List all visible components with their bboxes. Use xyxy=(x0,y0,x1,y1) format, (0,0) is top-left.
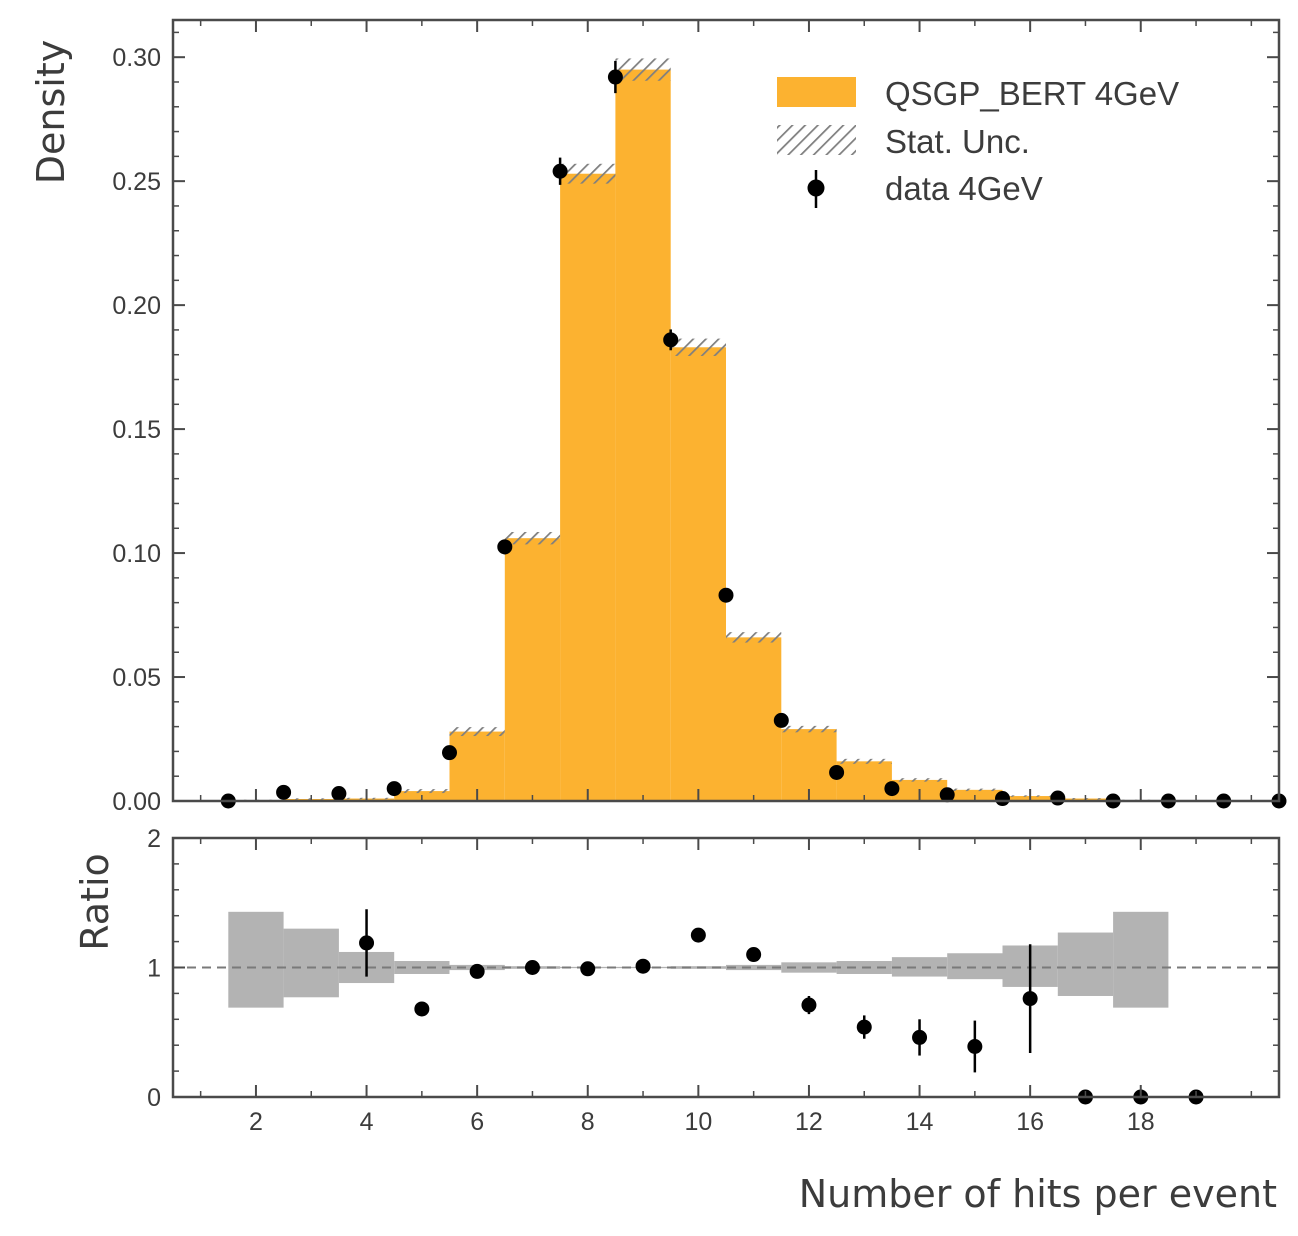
ratio-point xyxy=(414,1001,430,1017)
stat-unc-band xyxy=(891,778,948,782)
legend-label-data: data 4GeV xyxy=(885,170,1043,207)
stat-unc-band xyxy=(394,789,450,794)
ratio-point xyxy=(912,1029,928,1045)
x-tick-label: 2 xyxy=(249,1108,263,1136)
y-tick-label: 0.05 xyxy=(112,664,161,692)
hist-bar xyxy=(726,637,782,801)
stat-unc-band xyxy=(726,632,782,643)
ratio-point xyxy=(856,1019,872,1035)
ratio-point xyxy=(635,958,651,974)
x-axis-title: Number of hits per event xyxy=(799,1172,1277,1216)
legend: QSGP_BERT 4GeV Stat. Unc. data 4GeV xyxy=(777,75,1179,208)
data-point xyxy=(663,332,679,348)
ratio-y-tick-label: 2 xyxy=(147,825,161,853)
ratio-point xyxy=(580,961,596,977)
data-point xyxy=(442,745,457,761)
stat-unc-band xyxy=(670,338,726,356)
stat-unc-band xyxy=(560,163,616,184)
ratio-unc-band xyxy=(283,928,339,998)
stat-unc-band xyxy=(504,531,561,545)
ratio-point xyxy=(1022,991,1038,1007)
data-point xyxy=(331,786,347,802)
ratio-unc-band xyxy=(726,964,782,971)
stat-unc-band xyxy=(449,727,505,737)
data-points-layer xyxy=(220,60,1287,809)
hist-bar xyxy=(560,173,616,801)
y-tick-label: 0.25 xyxy=(112,168,161,196)
ratio-unc-band xyxy=(228,911,284,1008)
stat-unc-band xyxy=(781,725,837,733)
data-point xyxy=(276,784,292,800)
ratio-unc-band xyxy=(947,953,1003,980)
legend-swatch-stat-unc xyxy=(777,125,856,155)
data-point xyxy=(773,712,789,728)
x-tick-label: 6 xyxy=(470,1108,484,1136)
legend-label-qsgp-bert: QSGP_BERT 4GeV xyxy=(885,75,1179,112)
ratio-point xyxy=(359,935,375,951)
x-tick-label: 16 xyxy=(1016,1108,1044,1136)
ratio-point xyxy=(690,927,706,943)
legend-marker-data xyxy=(807,179,825,197)
ratio-unc-band xyxy=(1113,911,1169,1008)
x-tick-label: 10 xyxy=(684,1108,712,1136)
y-tick-label: 0.10 xyxy=(112,540,161,568)
y-tick-label: 0.15 xyxy=(112,416,161,444)
y-tick-label: 0.20 xyxy=(112,292,161,320)
x-tick-label: 12 xyxy=(795,1108,823,1136)
stat-unc-band xyxy=(947,788,1003,792)
ratio-unc-band xyxy=(394,961,450,974)
ratio-point xyxy=(746,947,762,963)
legend-label-stat-unc: Stat. Unc. xyxy=(885,123,1030,160)
x-tick-label: 14 xyxy=(906,1108,934,1136)
data-point xyxy=(552,163,568,179)
main-plot-area: 0.00 0.05 0.10 0.15 0.20 0.25 0.30 Density QSG… xyxy=(29,18,1287,816)
x-tick-label: 4 xyxy=(360,1108,374,1136)
data-point xyxy=(829,764,845,780)
histogram-layer xyxy=(228,69,1169,802)
y-axis-title-ratio: Ratio xyxy=(73,853,117,951)
data-point xyxy=(939,787,955,803)
x-tick-label: 18 xyxy=(1127,1108,1155,1136)
ratio-point xyxy=(801,997,817,1013)
hist-bar xyxy=(836,761,892,801)
data-point xyxy=(718,587,734,603)
ratio-y-tick-label: 0 xyxy=(147,1084,161,1112)
hist-bar xyxy=(615,69,671,802)
ratio-unc-band xyxy=(891,957,948,977)
data-point xyxy=(995,791,1010,807)
legend-swatch-qsgp-bert xyxy=(777,77,856,107)
main-frame xyxy=(171,18,1281,803)
data-point xyxy=(607,69,623,85)
stat-unc-band xyxy=(836,758,892,764)
ratio-y-tick-label: 1 xyxy=(147,955,161,983)
y-axis-title-density: Density xyxy=(29,40,73,184)
stat-unc-band xyxy=(615,58,671,81)
y-tick-label: 0.00 xyxy=(112,788,161,816)
hist-bar xyxy=(504,538,561,801)
ratio-point xyxy=(469,963,485,979)
main-ticks: 0.00 0.05 0.10 0.15 0.20 0.25 0.30 xyxy=(112,20,1279,816)
ratio-point xyxy=(524,960,540,975)
data-point xyxy=(386,781,402,797)
data-point xyxy=(497,539,513,555)
ratio-unc-band xyxy=(1057,932,1114,996)
ratio-point xyxy=(967,1038,983,1054)
y-tick-label: 0.30 xyxy=(112,44,161,72)
data-point xyxy=(1050,790,1066,806)
hist-bar xyxy=(670,347,726,801)
data-point xyxy=(884,781,900,797)
x-tick-label: 8 xyxy=(581,1108,595,1136)
